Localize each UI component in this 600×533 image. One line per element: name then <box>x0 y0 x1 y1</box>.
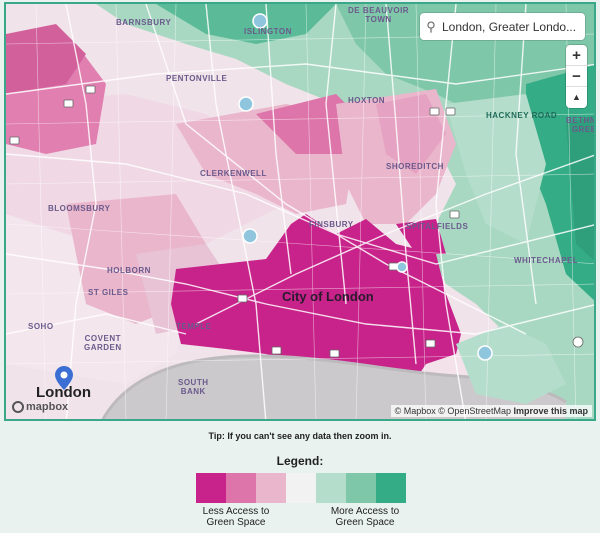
search-box[interactable]: ⚲ <box>420 13 585 40</box>
search-icon: ⚲ <box>426 18 436 34</box>
legend-less-label: Less Access to Green Space <box>202 506 270 528</box>
navigation-control: + − ▲ <box>566 45 587 108</box>
legend-swatch-4 <box>286 473 316 503</box>
mapbox-logo-text: mapbox <box>26 401 69 413</box>
map-label-st-giles: ST GILES <box>88 288 129 297</box>
zoom-in-button[interactable]: + <box>566 45 587 66</box>
map-label-holborn: HOLBORN <box>107 266 151 275</box>
map-label-de-beauvoir: DE BEAUVOIR TOWN <box>348 6 410 24</box>
legend-swatch-2 <box>226 473 256 503</box>
search-input[interactable] <box>442 19 577 34</box>
legend-swatch-5 <box>316 473 346 503</box>
location-pin-icon[interactable] <box>55 366 73 390</box>
mapbox-logo-icon <box>12 401 24 413</box>
map-label-city-of-london: City of London <box>282 289 374 304</box>
map-label-temple: TEMPLE <box>176 322 212 331</box>
legend-title: Legend: <box>276 454 324 468</box>
improve-map-link[interactable]: Improve this map <box>513 406 588 416</box>
map-label-finsbury: FINSBURY <box>309 220 354 229</box>
legend-swatch-1 <box>196 473 226 503</box>
attribution-osm-link[interactable]: © OpenStreetMap <box>438 406 511 416</box>
map-label-soho: SOHO <box>28 322 54 331</box>
map-label-hackney-road: HACKNEY ROAD <box>486 111 558 120</box>
map-label-spitalfields: SPITALFIELDS <box>406 222 469 231</box>
map-label-hoxton: HOXTON <box>348 96 386 105</box>
map-label-bethnal-green: BETHNAGREE <box>566 116 596 134</box>
map-label-shoreditch: SHOREDITCH <box>386 162 444 171</box>
map-label-clerkenwell: CLERKENWELL <box>200 169 267 178</box>
map-label-whitechapel: WHITECHAPEL <box>514 256 579 265</box>
map-label-barnsbury: BARNSBURY <box>116 18 172 27</box>
tip-text: Tip: If you can't see any data then zoom… <box>208 431 392 441</box>
legend-swatches <box>196 473 406 503</box>
map-label-south-bank: SOUTH BANK <box>178 378 209 396</box>
attribution: © Mapbox © OpenStreetMap Improve this ma… <box>390 405 592 417</box>
zoom-out-button[interactable]: − <box>566 66 587 87</box>
map-label-bloomsbury: BLOOMSBURY <box>48 204 111 213</box>
map-label-pentonville: PENTONVILLE <box>166 74 228 83</box>
map-canvas[interactable] <box>6 4 596 421</box>
legend-more-label: More Access to Green Space <box>330 506 400 528</box>
map-label-covent-garden: COVENT GARDEN <box>84 334 122 352</box>
mapbox-logo[interactable]: mapbox <box>12 401 68 413</box>
attribution-mapbox-link[interactable]: © Mapbox <box>394 406 436 416</box>
legend-swatch-3 <box>256 473 286 503</box>
map-label-islington: ISLINGTON <box>244 27 292 36</box>
map-label-london: London <box>36 384 91 401</box>
compass-button[interactable]: ▲ <box>572 92 581 102</box>
map[interactable]: BARNSBURY DE BEAUVOIR TOWN ISLINGTON PENT… <box>4 2 596 421</box>
legend-swatch-6 <box>346 473 376 503</box>
legend-swatch-7 <box>376 473 406 503</box>
